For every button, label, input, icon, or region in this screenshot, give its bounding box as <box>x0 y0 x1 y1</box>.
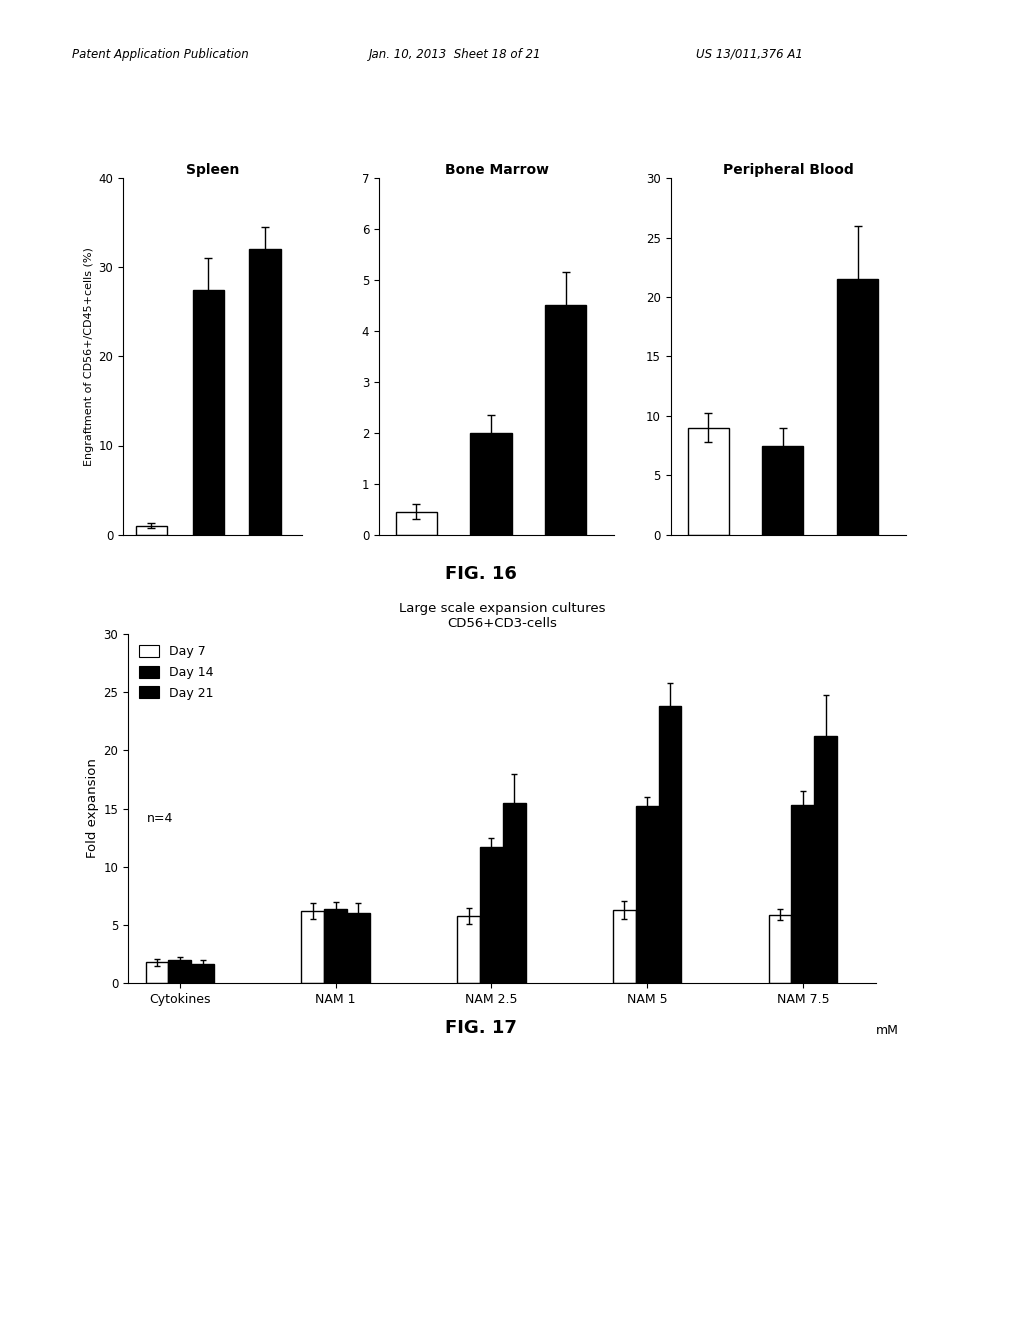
Text: FIG. 17: FIG. 17 <box>445 1019 517 1038</box>
Bar <box>169 960 191 983</box>
Bar <box>814 737 837 983</box>
Bar <box>250 249 281 535</box>
Title: Spleen: Spleen <box>185 164 240 177</box>
Text: n=4: n=4 <box>146 813 173 825</box>
Bar <box>837 280 879 535</box>
Bar <box>769 915 792 983</box>
Title: Bone Marrow: Bone Marrow <box>444 164 549 177</box>
Bar <box>545 305 587 535</box>
Bar <box>145 962 169 983</box>
Bar <box>470 433 512 535</box>
Bar <box>762 446 804 535</box>
Bar <box>193 289 224 535</box>
Bar <box>135 525 167 535</box>
Bar <box>792 805 814 983</box>
Bar <box>687 428 729 535</box>
Legend: NAM 0, NAM 2.5 mM, NAM 5 mM: NAM 0, NAM 2.5 mM, NAM 5 mM <box>682 183 793 244</box>
Bar <box>658 706 681 983</box>
Bar <box>457 916 480 983</box>
Bar <box>191 964 214 983</box>
Legend: Day 7, Day 14, Day 21: Day 7, Day 14, Day 21 <box>134 640 219 705</box>
Bar <box>325 908 347 983</box>
Bar <box>347 913 370 983</box>
Text: Jan. 10, 2013  Sheet 18 of 21: Jan. 10, 2013 Sheet 18 of 21 <box>369 48 541 61</box>
Text: mM: mM <box>876 1023 898 1036</box>
Y-axis label: Engraftment of CD56+/CD45+cells (%): Engraftment of CD56+/CD45+cells (%) <box>84 247 94 466</box>
Bar <box>395 512 437 535</box>
Title: Peripheral Blood: Peripheral Blood <box>723 164 854 177</box>
Bar <box>301 911 325 983</box>
Text: US 13/011,376 A1: US 13/011,376 A1 <box>696 48 803 61</box>
Text: FIG. 16: FIG. 16 <box>445 565 517 583</box>
Bar <box>480 847 503 983</box>
Bar <box>503 803 525 983</box>
Title: Large scale expansion cultures
CD56+CD3-cells: Large scale expansion cultures CD56+CD3-… <box>398 602 605 630</box>
Y-axis label: Fold expansion: Fold expansion <box>86 759 99 858</box>
Text: Patent Application Publication: Patent Application Publication <box>72 48 249 61</box>
Bar <box>612 909 636 983</box>
Bar <box>636 807 658 983</box>
